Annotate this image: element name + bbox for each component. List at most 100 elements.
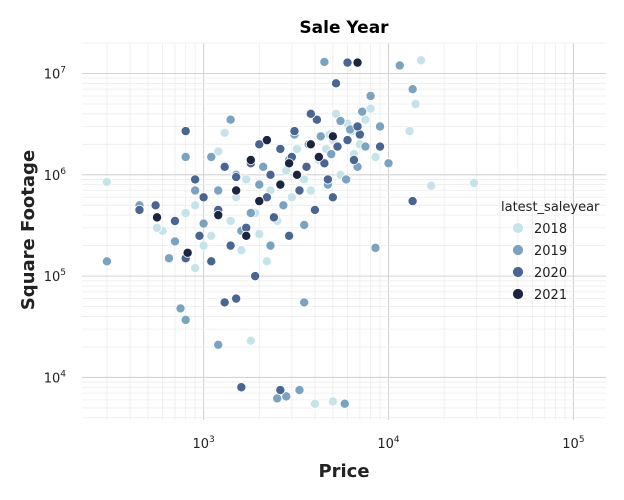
data-point-2020 xyxy=(198,192,209,203)
data-point-2018 xyxy=(410,98,421,109)
legend-key-2021 xyxy=(512,288,524,300)
data-point-2020 xyxy=(309,204,320,215)
data-point-2021 xyxy=(327,131,338,142)
data-point-2021 xyxy=(284,158,295,169)
data-point-2020 xyxy=(180,126,191,137)
data-point-2019 xyxy=(357,106,368,117)
data-point-2020 xyxy=(322,174,333,185)
data-point-2021 xyxy=(241,230,252,241)
data-point-2019 xyxy=(375,121,386,132)
data-point-2021 xyxy=(231,185,242,196)
data-point-2018 xyxy=(309,398,320,409)
data-point-2020 xyxy=(407,196,418,207)
data-point-2019 xyxy=(164,253,175,264)
data-point-2019 xyxy=(272,393,283,404)
data-point-2018 xyxy=(404,126,415,137)
data-point-2020 xyxy=(231,172,242,183)
data-point-2020 xyxy=(268,212,279,223)
data-point-2018 xyxy=(219,127,230,138)
data-point-2021 xyxy=(275,179,286,190)
y-tick-label: 104 xyxy=(44,369,67,386)
data-point-2020 xyxy=(206,256,217,267)
legend-key-2020 xyxy=(512,266,524,278)
data-point-2021 xyxy=(152,212,163,223)
data-point-2019 xyxy=(180,314,191,325)
data-point-2019 xyxy=(278,200,289,211)
data-point-2019 xyxy=(299,297,310,308)
data-point-2018 xyxy=(327,396,338,407)
x-tick-label: 105 xyxy=(562,435,584,452)
data-point-2018 xyxy=(469,178,480,189)
data-point-2019 xyxy=(339,398,350,409)
data-point-2020 xyxy=(225,240,236,251)
data-point-2019 xyxy=(254,179,265,190)
x-tick-label: 104 xyxy=(377,435,400,452)
data-point-2020 xyxy=(352,121,363,132)
data-point-2020 xyxy=(219,161,230,172)
data-point-2019 xyxy=(213,185,224,196)
data-point-2018 xyxy=(152,222,163,233)
legend-label-2021: 2021 xyxy=(534,288,567,303)
data-point-2019 xyxy=(365,90,376,101)
data-point-2020 xyxy=(327,192,338,203)
legend: latest_saleyear 2018 2019 2020 2021 xyxy=(501,200,600,303)
legend-label-2019: 2019 xyxy=(534,244,567,259)
data-point-2019 xyxy=(326,149,337,160)
data-point-2018 xyxy=(416,55,427,66)
y-tick-label: 105 xyxy=(44,268,66,285)
data-point-2020 xyxy=(311,114,322,125)
data-point-2020 xyxy=(150,200,161,211)
data-point-2019 xyxy=(198,218,209,229)
data-point-2020 xyxy=(305,108,316,119)
data-point-2020 xyxy=(284,230,295,241)
data-point-2020 xyxy=(236,382,247,393)
data-point-2018 xyxy=(190,200,201,211)
data-point-2020 xyxy=(375,141,386,152)
data-point-2018 xyxy=(292,143,303,154)
data-point-2020 xyxy=(169,215,180,226)
data-point-2021 xyxy=(254,196,265,207)
data-point-2020 xyxy=(265,169,276,180)
chart-title: Sale Year xyxy=(299,18,389,38)
data-point-2019 xyxy=(360,141,371,152)
data-point-2020 xyxy=(219,297,230,308)
data-point-2018 xyxy=(365,103,376,114)
legend-title: latest_saleyear xyxy=(501,200,600,215)
data-point-2019 xyxy=(180,151,191,162)
data-point-2018 xyxy=(370,151,381,162)
data-point-2018 xyxy=(225,215,236,226)
data-point-2020 xyxy=(250,271,261,282)
data-point-2020 xyxy=(275,143,286,154)
data-point-2018 xyxy=(241,174,252,185)
data-point-2020 xyxy=(342,135,353,146)
x-tick-label: 103 xyxy=(192,435,214,452)
data-point-2021 xyxy=(305,139,316,150)
data-point-2019 xyxy=(394,60,405,71)
data-point-2019 xyxy=(265,240,276,251)
tick-labels: 103 104 105 104 105 106 107 xyxy=(44,65,585,452)
data-point-2021 xyxy=(245,155,256,166)
data-point-2018 xyxy=(190,263,201,274)
data-point-2018 xyxy=(331,108,342,119)
data-point-2020 xyxy=(294,185,305,196)
data-point-2018 xyxy=(261,256,272,267)
data-point-2018 xyxy=(426,180,437,191)
data-point-2019 xyxy=(213,339,224,350)
data-point-2020 xyxy=(331,78,342,89)
data-point-2020 xyxy=(342,57,353,68)
data-point-2018 xyxy=(198,240,209,251)
data-point-2019 xyxy=(258,161,269,172)
data-point-2018 xyxy=(180,207,191,218)
data-point-2019 xyxy=(206,151,217,162)
y-axis-title: Square Footage xyxy=(18,150,39,310)
data-point-2020 xyxy=(231,293,242,304)
data-point-2019 xyxy=(175,303,186,314)
data-point-2020 xyxy=(332,141,343,152)
legend-key-2018 xyxy=(512,222,524,234)
data-point-2020 xyxy=(319,158,330,169)
legend-key-2019 xyxy=(512,244,524,256)
data-point-2019 xyxy=(315,131,326,142)
data-point-2021 xyxy=(352,57,363,68)
